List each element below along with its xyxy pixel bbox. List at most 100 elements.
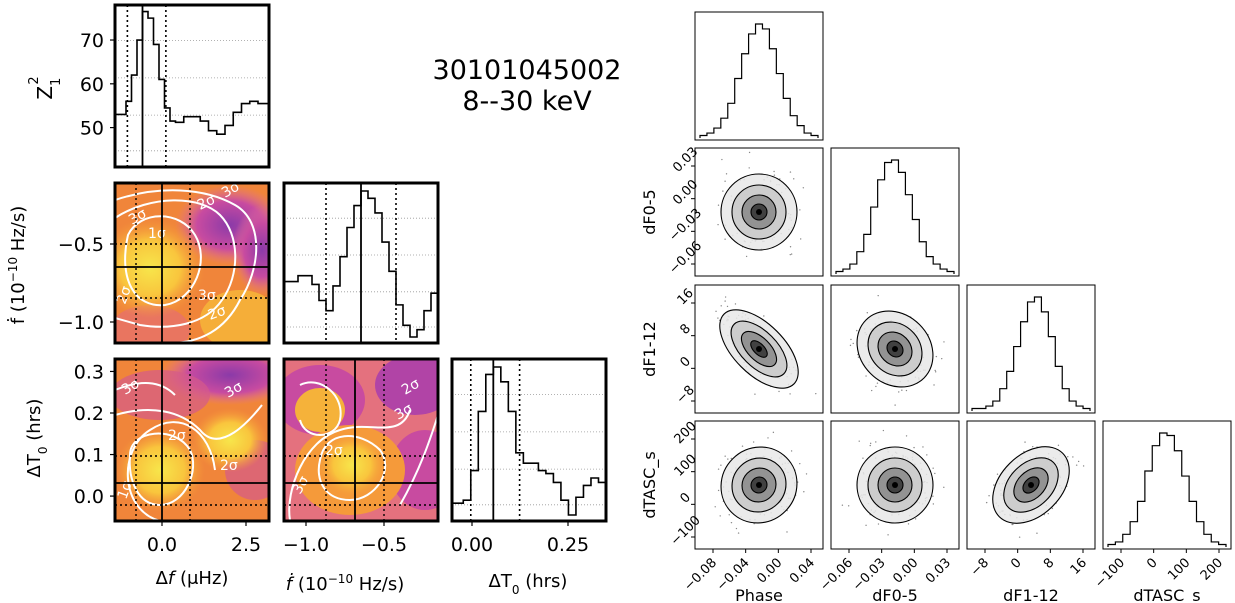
scatter-point [730, 521, 733, 524]
scatter-point [875, 441, 877, 443]
ytick-label: −8 [674, 383, 698, 407]
scatter-point [815, 392, 817, 395]
scatter-point [887, 534, 889, 536]
panel-t0-profile: 0.00 0.25 [450, 357, 608, 556]
xtick-label: 0.03 [923, 555, 954, 586]
scatter-point [996, 473, 999, 475]
fdot-yticks: −1.0 −0.5 [58, 234, 115, 334]
scatter-point [719, 515, 721, 517]
ylabel-dF1-12: dF1-12 [640, 321, 659, 377]
scatter-point [869, 442, 872, 445]
svg-text:3σ: 3σ [290, 473, 313, 497]
scatter-point [865, 375, 867, 377]
scatter-point [720, 464, 722, 466]
scatter-point [985, 501, 988, 504]
xtick-label: 0.00 [890, 555, 921, 586]
scatter-point [730, 457, 733, 460]
t0-ylabel: ΔT0 (hrs) [24, 399, 50, 478]
corner-panel-dF1-12-dF1-12 [966, 284, 1096, 414]
peak-point [892, 482, 898, 488]
svg-text:2σ: 2σ [195, 192, 218, 214]
scatter-point [992, 484, 995, 486]
scatter-point [877, 523, 880, 525]
histogram [699, 23, 819, 138]
scatter-point [717, 468, 720, 470]
svg-text:3σ: 3σ [392, 401, 416, 424]
scatter-point [734, 303, 737, 305]
corner-panel-dF0-5-Phase [694, 147, 824, 277]
ytick-label: 60 [80, 74, 104, 96]
xlabel-df: Δf (μHz) [156, 568, 229, 589]
scatter-point [852, 342, 854, 345]
scatter-point [905, 435, 908, 437]
right-corner-plot: 0.030.00−0.03−0.06dF0-51680−8dF1-1220010… [640, 11, 1232, 603]
svg-text:1σ: 1σ [115, 479, 136, 501]
scatter-point [726, 305, 729, 308]
xtick-label: −1.0 [283, 534, 329, 556]
corner-panel-dF1-12-dF0-5 [830, 284, 960, 414]
corner-panel-dTASC_s-dF1-12 [966, 420, 1096, 550]
scatter-point [789, 253, 791, 256]
scatter-point [943, 341, 945, 343]
xtick-label: 8 [1041, 555, 1057, 571]
scatter-point [1047, 512, 1049, 515]
scatter-point [1067, 455, 1069, 458]
scatter-point [894, 404, 896, 406]
scatter-point [778, 390, 780, 393]
svg-text:1σ: 1σ [148, 226, 166, 242]
scatter-point [799, 462, 801, 465]
fdot-bound-lines [325, 183, 397, 343]
ytick-label: 0.1 [74, 445, 104, 467]
scatter-point [1072, 456, 1074, 458]
scatter-point [727, 458, 729, 460]
xtick-label: 0.04 [787, 555, 818, 586]
scatter-point [754, 393, 756, 395]
title-obsid: 30101045002 [433, 55, 622, 86]
fdot-curve [284, 190, 439, 338]
xlabel-t0: ΔT0 (hrs) [489, 571, 568, 597]
z2-curve [115, 10, 270, 135]
ytick-label: 50 [80, 118, 104, 140]
scatter-point [882, 429, 885, 432]
panel-t0-vs-df: 3σ 3σ 2σ 2σ 1σ 0.0 0.1 0.2 0.3 0.0 2.5 ΔT0 (… [24, 357, 271, 556]
ytick-label: 0.2 [74, 403, 104, 425]
scatter-point [717, 489, 720, 492]
scatter-point [932, 467, 934, 469]
scatter-point [1051, 507, 1054, 510]
panel-fdot-vs-df: 1σ 2σ 3σ 3σ 2σ 2σ 3σ −1.0−0.5 ḟ (10−10 H… [6, 181, 271, 345]
scatter-point [724, 455, 726, 457]
histogram [835, 159, 955, 274]
scatter-point [841, 504, 844, 506]
ytick-label: 0.3 [74, 361, 104, 383]
scatter-point [857, 356, 860, 358]
svg-text:3σ: 3σ [126, 206, 150, 229]
scatter-point [724, 238, 726, 240]
scatter-point [1057, 444, 1060, 446]
scatter-point [799, 209, 801, 211]
scatter-point [1075, 464, 1078, 466]
scatter-point [722, 190, 724, 192]
peak-point [756, 482, 762, 488]
fdot-ylabel: ḟ (10−10 Hz/s) [6, 206, 29, 325]
scatter-point [805, 473, 808, 475]
xtick-label: 0.00 [754, 555, 785, 586]
xtick-label: 0 [1008, 555, 1024, 571]
xtick-label: −0.5 [361, 534, 407, 556]
panel-t0-vs-fdot: 3σ 2σ 2σ 3σ −1.0 −0.5 [282, 357, 440, 556]
scatter-point [901, 389, 903, 391]
ytick-label: −1.0 [58, 312, 104, 334]
scatter-point [898, 391, 900, 393]
scatter-point [849, 344, 852, 347]
svg-text:2σ: 2σ [168, 428, 186, 444]
corner-panel-dTASC_s-dF0-5 [830, 420, 960, 550]
scatter-point [724, 300, 726, 302]
xtick-label: −0.08 [681, 555, 720, 594]
scatter-point [720, 305, 722, 307]
z2-bound-lines [126, 5, 167, 167]
corner-panel-dTASC_s-Phase [694, 420, 824, 550]
scatter-point [875, 385, 877, 388]
scatter-point [717, 223, 719, 226]
corner-panel-Phase-Phase [694, 11, 824, 141]
scatter-point [876, 382, 879, 384]
scatter-point [1011, 523, 1013, 526]
